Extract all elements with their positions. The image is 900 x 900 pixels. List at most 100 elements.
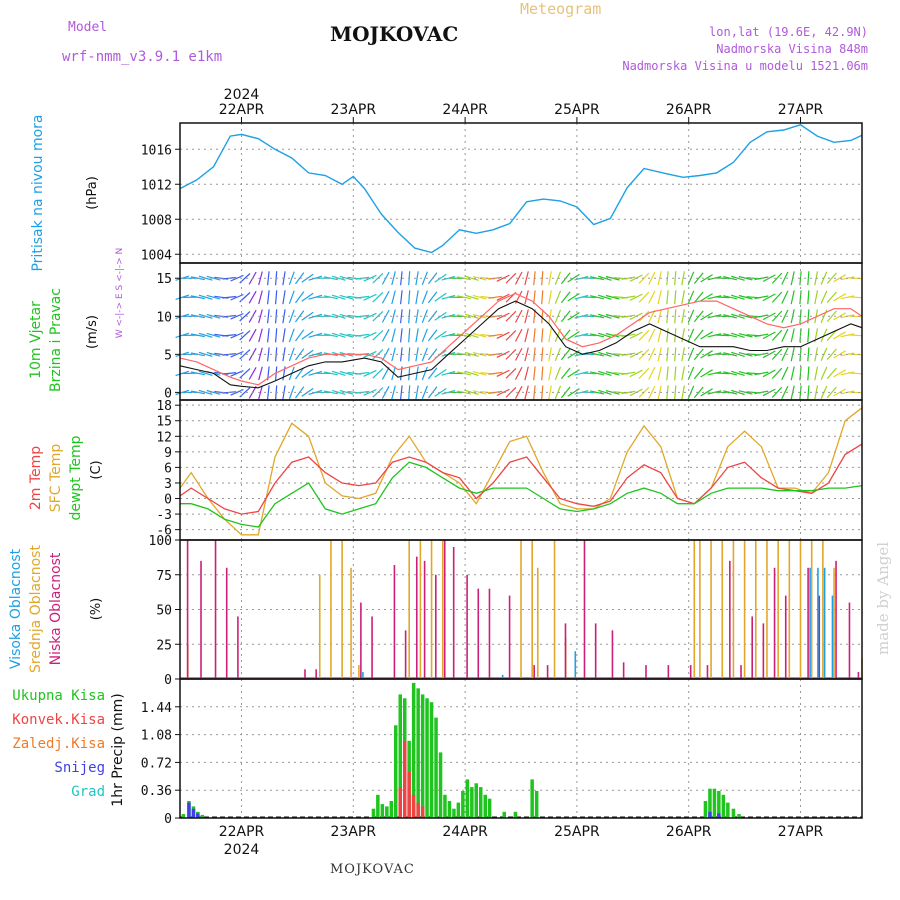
wind-arrow [638, 329, 650, 341]
wind-arrow [363, 331, 377, 339]
wind-arrow [560, 291, 571, 304]
wind-arrow [781, 385, 789, 399]
wind-arrow [598, 351, 612, 357]
wind-arrow [496, 388, 510, 397]
wind-arrow [548, 385, 552, 400]
wind-arrow [323, 371, 338, 376]
y-tick-label: 1.08 [141, 729, 172, 744]
wind-arrow [533, 328, 536, 343]
wind-arrow [548, 366, 552, 381]
wind-arrow [833, 312, 847, 321]
wind-arrow [799, 385, 802, 400]
total-precip-bar [371, 808, 376, 818]
y-tick-label: 1012 [141, 178, 172, 193]
wind-arrow [693, 310, 704, 323]
wind-arrow [674, 290, 677, 305]
wind-arrow [814, 290, 819, 305]
wind-arrow [754, 333, 769, 338]
wind-arrow [288, 290, 295, 305]
total-precip-bar [726, 802, 730, 818]
wind-arrow [638, 291, 650, 303]
snow-precip-bar [717, 813, 721, 818]
wind-arrow [541, 366, 544, 381]
wind-arrow [363, 274, 377, 282]
wind-arrow [657, 366, 662, 381]
wind-arrow [198, 332, 213, 338]
total-precip-bar [443, 794, 447, 818]
wind-arrow [421, 385, 428, 400]
wind-arrow [700, 312, 713, 321]
wind-arrow [762, 369, 776, 378]
wind-arrow [762, 293, 776, 302]
wind-arrow [295, 386, 305, 399]
wind-arrow [700, 369, 713, 378]
sfc-temp-line [179, 407, 863, 536]
wind-arrow [363, 369, 377, 377]
t2m-temp-line [179, 443, 863, 515]
wind-arrow [771, 329, 783, 341]
wind-arrow [258, 309, 263, 324]
wind-arrow [754, 295, 769, 300]
wind-arrow [754, 276, 769, 281]
pressure-unit-label: (hPa) [85, 176, 100, 210]
total-precip-bar [438, 752, 443, 818]
wind-arrow [427, 329, 438, 342]
wind-arrow [807, 328, 810, 343]
wind-arrow [230, 350, 244, 358]
wind-arrow [657, 309, 662, 324]
precip-legend-item: Konvek.Kisa [12, 712, 105, 728]
total-precip-bar [411, 682, 416, 818]
snow-precip-bar [196, 813, 200, 818]
wind-arrow [590, 314, 605, 319]
wind-arrow [693, 291, 704, 303]
total-precip-bar [502, 811, 506, 818]
wind-arrow [441, 370, 456, 376]
wind-arrow [524, 366, 529, 381]
wind-arrow [175, 351, 190, 357]
total-precip-bar [389, 801, 394, 818]
wind-arrow [514, 328, 523, 342]
wind-arrow [814, 366, 819, 381]
wind-arrow [267, 385, 270, 400]
wind-arrow [548, 290, 552, 305]
wind-arrow [723, 352, 738, 357]
wind-arrow [548, 271, 552, 286]
wind-arrow [472, 313, 487, 319]
y-tick-label: 18 [156, 399, 172, 414]
wind-arrow [295, 329, 305, 342]
wind-arrow [355, 295, 370, 299]
wind-arrow [657, 328, 662, 343]
wind-arrow [541, 328, 544, 343]
y-tick-label: 100 [149, 534, 172, 549]
wind-arrow [381, 290, 390, 304]
wind-arrow [771, 272, 783, 284]
y-tick-label: 0 [164, 812, 172, 827]
wind-arrow [472, 332, 487, 338]
wind-arrow [331, 370, 346, 376]
wind-arrow [693, 386, 704, 399]
total-precip-bar [447, 801, 452, 818]
wind-arrow [464, 275, 479, 281]
wind-arrow [441, 313, 456, 319]
y-tick-label: 10 [156, 310, 172, 325]
wind-arrow [560, 367, 571, 380]
wind-arrow [372, 330, 384, 341]
wind-gust-line [179, 292, 863, 386]
wind-arrow [175, 332, 190, 338]
wind-arrow [807, 347, 810, 362]
total-precip-bar [420, 694, 425, 818]
wind-arrow [363, 350, 377, 358]
wind-arrow [731, 294, 745, 300]
wind-arrow [400, 290, 403, 305]
wind-arrow [648, 328, 656, 342]
wind-arrow [731, 389, 745, 396]
wind-arrow [715, 372, 730, 375]
total-precip-bar [470, 787, 474, 818]
wind-arrow [415, 271, 419, 286]
wind-axis-label-2: Brzina i Pravac [48, 288, 64, 392]
wind-arrow [648, 271, 656, 285]
wind-arrow [598, 389, 612, 395]
wind-arrow [731, 313, 745, 319]
wind-arrow [554, 347, 562, 362]
wind-arrow [648, 385, 656, 399]
